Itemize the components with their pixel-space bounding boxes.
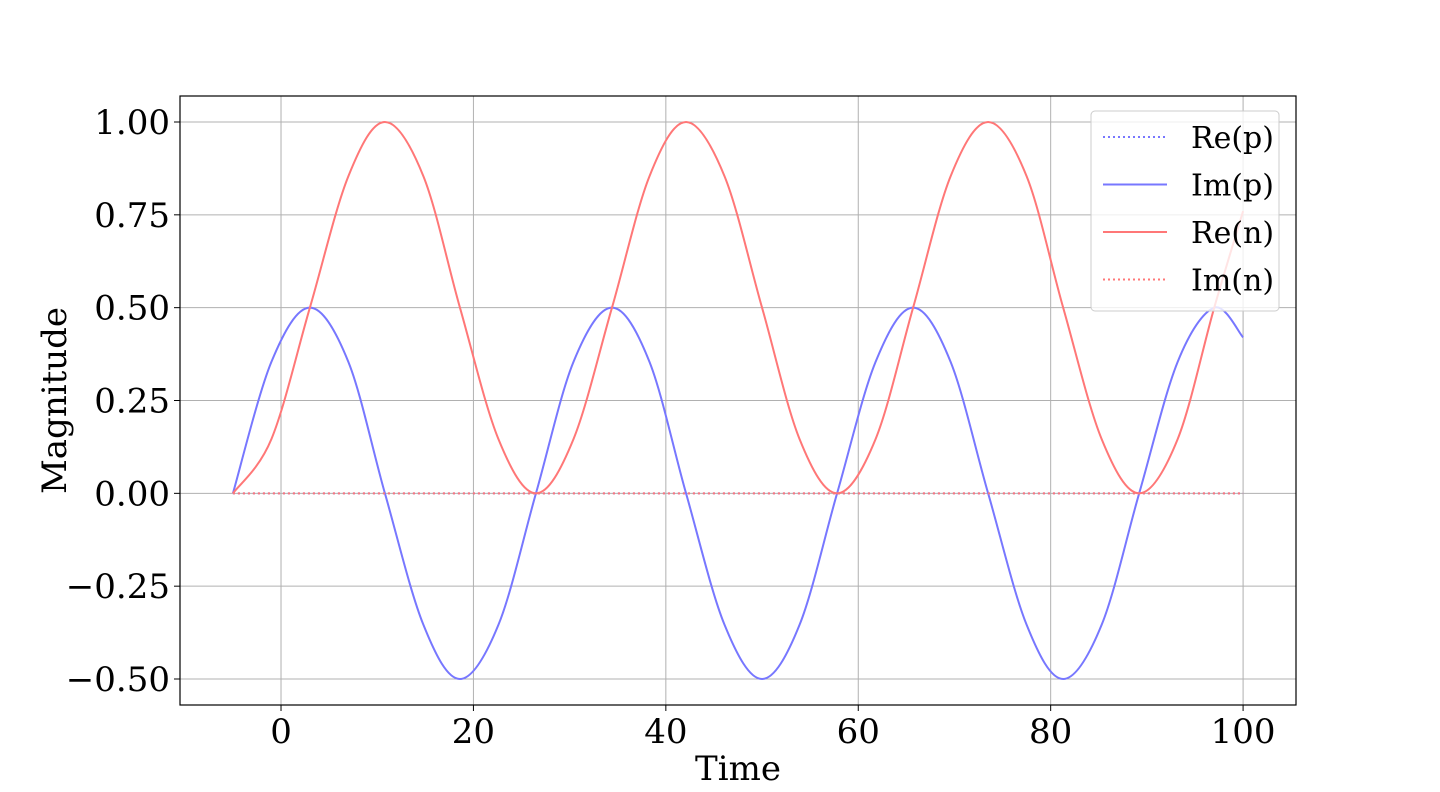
legend: Re(p) Im(p) Re(n) Im(n): [1090, 110, 1280, 312]
y-tick-label: −0.50: [66, 660, 170, 700]
x-axis-label: Time: [695, 749, 781, 789]
ticks: [174, 121, 1244, 711]
series-line-2: [232, 120, 1245, 495]
x-tick-label: 60: [837, 712, 880, 752]
series-layer: [231, 120, 1245, 681]
x-tick-label: 80: [1029, 712, 1072, 752]
x-tick-label: 20: [452, 712, 495, 752]
y-tick-label: −0.25: [66, 567, 170, 607]
y-axis-label: Magnitude: [35, 307, 75, 494]
y-tick-label: 0.75: [94, 196, 170, 236]
legend-label: Re(n): [1191, 216, 1274, 251]
series-line-1: [231, 306, 1244, 681]
legend-label: Im(p): [1191, 169, 1274, 204]
y-tick-label: 0.00: [94, 474, 170, 514]
legend-box: [1090, 110, 1280, 312]
x-tick-label: 100: [1211, 712, 1276, 752]
y-tick-label: 0.50: [94, 289, 170, 329]
legend-label: Im(n): [1191, 264, 1274, 299]
tick-labels: 0 20 40 60 80 100 −0.50 −0.25 0.00 0.25 0.50 0.75 1.…: [66, 103, 1276, 752]
legend-label: Re(p): [1191, 121, 1274, 156]
y-tick-label: 1.00: [94, 103, 170, 143]
x-tick-label: 0: [270, 712, 292, 752]
x-tick-label: 40: [644, 712, 687, 752]
y-tick-label: 0.25: [94, 382, 170, 422]
